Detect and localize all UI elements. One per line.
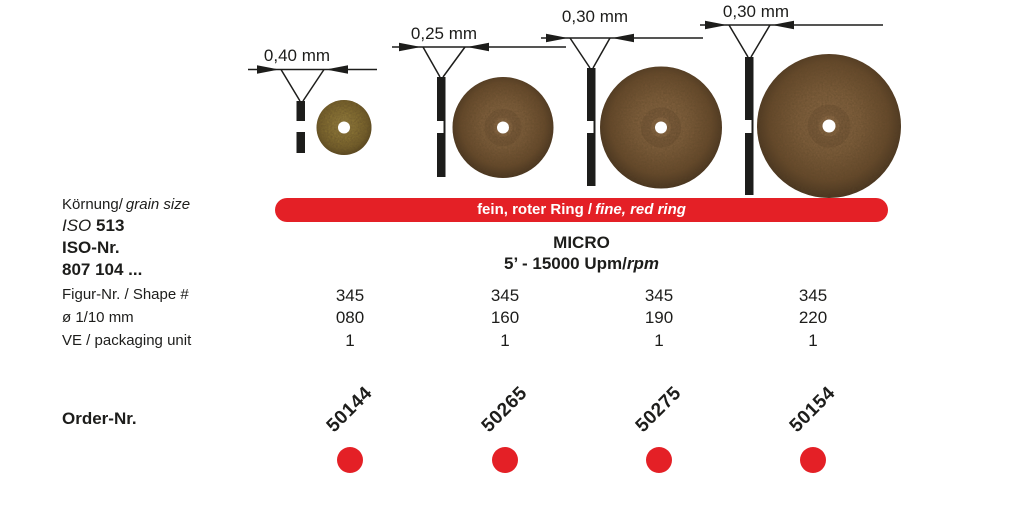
side-view-hole (296, 121, 305, 132)
figure-value-3: 345 (644, 286, 674, 305)
speed-main: 5’ - 15000 Upm/ (504, 254, 627, 273)
dimension-arrow-right (772, 20, 794, 30)
dimension-arrow-left (257, 65, 279, 74)
disc-group-160: 0,25 mm (392, 24, 566, 178)
extension-line (728, 24, 749, 58)
iso-prefix: ISO (62, 216, 92, 235)
packaging-unit-label: VE / packaging unit (62, 332, 192, 349)
dimension-label: 0,25 mm (411, 24, 477, 43)
figure-value-2: 345 (490, 286, 520, 305)
extension-line (569, 37, 591, 69)
diameter-value-4: 220 (798, 308, 828, 327)
red-dot-3 (646, 447, 672, 473)
side-view-hole (745, 120, 752, 133)
diameter-value-3: 190 (644, 308, 674, 327)
iso-value: 513 (96, 216, 125, 235)
disc-group-190: 0,30 mm (541, 7, 722, 189)
packaging-value-4: 1 (808, 331, 818, 350)
extension-line (442, 46, 466, 78)
extension-line (750, 24, 771, 58)
iso-row: ISO 513 (62, 216, 124, 236)
grain-size-label: Körnung/grain size (62, 196, 190, 213)
extension-line (280, 69, 301, 102)
red-dot-2 (492, 447, 518, 473)
speed-unit: rpm (626, 254, 659, 273)
side-view-hole (587, 121, 594, 133)
red-dot-1 (337, 447, 363, 473)
extension-line (592, 37, 611, 69)
side-view-hole (437, 121, 444, 133)
dimension-arrow-left (546, 33, 568, 43)
dimension-label: 0,40 mm (264, 46, 330, 65)
packaging-value-1: 1 (345, 331, 355, 350)
dimension-arrow-right (612, 33, 634, 43)
packaging-value-3: 1 (654, 331, 664, 350)
dimension-arrow-right (326, 65, 348, 74)
grain-size-label-en: grain size (125, 196, 191, 213)
figure-value-1: 345 (335, 286, 365, 305)
disc-center-hole (338, 121, 350, 134)
dimension-label: 0,30 mm (723, 2, 789, 21)
grain-size-label-de: Körnung/ (62, 196, 123, 213)
disc-center-hole (822, 119, 836, 133)
disc-center-hole (655, 121, 667, 134)
extension-line (422, 46, 441, 78)
packaging-value-2: 1 (500, 331, 510, 350)
dimension-arrow-left (399, 42, 421, 52)
diameter-label: ø 1/10 mm (62, 309, 134, 326)
figure-value-4: 345 (798, 286, 828, 305)
dimension-arrow-left (705, 20, 727, 30)
order-nr-label: Order-Nr. (62, 409, 137, 428)
disc-group-080: 0,40 mm (248, 46, 377, 155)
figure-nr-label: Figur-Nr. / Shape # (62, 286, 189, 303)
series-name: MICRO (553, 233, 610, 252)
dimension-label: 0,30 mm (562, 7, 628, 26)
extension-line (302, 69, 325, 102)
disc-group-220: 0,30 mm (700, 2, 901, 198)
diameter-value-1: 080 (335, 308, 365, 327)
speed-spec: 5’ - 15000 Upm/rpm (275, 254, 888, 274)
iso-nr-label: ISO-Nr. (62, 238, 120, 257)
disc-hub-shading (807, 104, 851, 148)
dimension-arrow-right (467, 42, 489, 52)
disc-hub-shading (484, 109, 522, 146)
disc-center-hole (497, 121, 509, 134)
disc-hub-shading (641, 107, 681, 148)
diameter-value-2: 160 (490, 308, 520, 327)
grain-color-banner: fein, roter Ring / fine, red ring (275, 198, 888, 222)
red-dot-4 (800, 447, 826, 473)
banner-text-de: fein, roter Ring / (477, 201, 593, 218)
iso-nr-value: 807 104 ... (62, 260, 143, 279)
banner-text-en: fine, red ring (595, 201, 686, 218)
